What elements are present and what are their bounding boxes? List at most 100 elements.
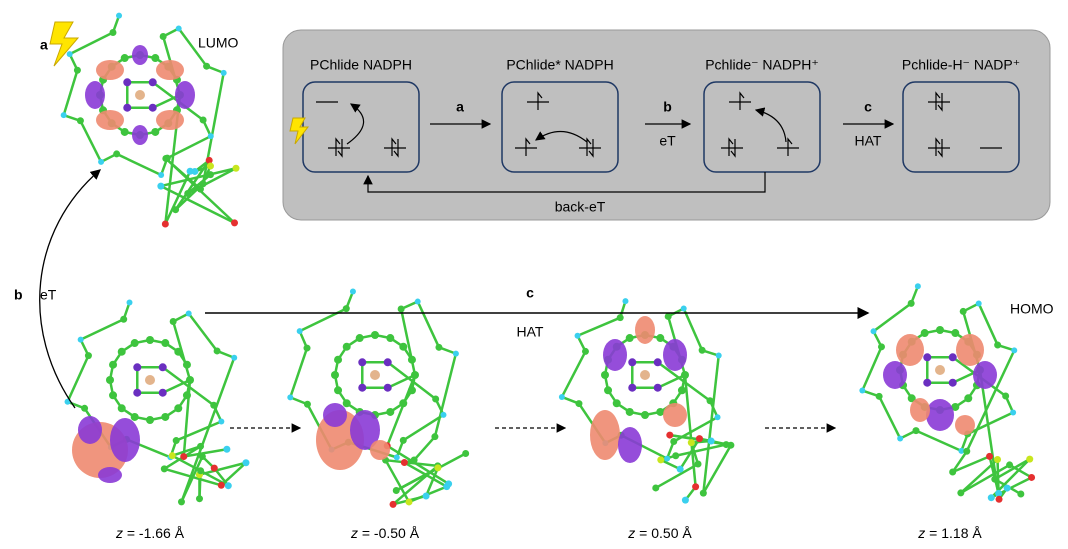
- atom: [334, 386, 342, 394]
- atom: [343, 305, 350, 312]
- atom: [343, 343, 351, 351]
- atom: [225, 482, 232, 489]
- atom: [218, 482, 225, 489]
- z-value: = -1.66 Å: [123, 525, 185, 541]
- atom: [665, 313, 672, 320]
- orbital-lobe: [78, 416, 102, 444]
- atom: [400, 437, 407, 444]
- atom: [431, 433, 438, 440]
- bond: [189, 313, 217, 350]
- orbital-lobe: [663, 339, 687, 371]
- atom: [949, 379, 957, 387]
- orbital-lobe: [883, 361, 907, 389]
- atom: [161, 413, 169, 421]
- atom: [626, 334, 634, 342]
- atom: [708, 438, 715, 445]
- atom: [200, 116, 207, 123]
- atom: [957, 489, 964, 496]
- bond: [435, 354, 456, 437]
- atom: [146, 416, 154, 424]
- atom: [986, 453, 993, 460]
- atom: [297, 328, 303, 334]
- atom: [149, 104, 157, 112]
- bond: [300, 309, 347, 332]
- atom: [434, 464, 441, 471]
- atom: [149, 78, 157, 86]
- atom: [106, 376, 114, 384]
- atom: [951, 329, 959, 337]
- atom: [949, 469, 956, 476]
- atom: [214, 347, 221, 354]
- atom: [172, 206, 179, 213]
- atom: [386, 408, 394, 416]
- atom: [949, 353, 957, 361]
- atom: [356, 334, 364, 342]
- atom: [626, 408, 634, 416]
- bond: [161, 186, 235, 223]
- atom: [109, 29, 116, 36]
- atom: [358, 358, 366, 366]
- atom: [197, 186, 204, 193]
- atom: [871, 328, 877, 334]
- metal-atom: [935, 365, 945, 375]
- bond: [401, 309, 415, 375]
- atom: [678, 386, 686, 394]
- atom: [604, 386, 612, 394]
- atom: [183, 361, 191, 369]
- bond: [658, 375, 685, 388]
- atom: [1011, 347, 1017, 353]
- orbital-lobe: [96, 60, 124, 80]
- atom: [113, 150, 120, 157]
- atom: [559, 394, 565, 400]
- molecule: [559, 298, 735, 504]
- z-label: z = -0.50 Å: [350, 525, 420, 541]
- atom: [445, 480, 452, 487]
- step-label: a: [456, 99, 464, 115]
- atom: [109, 361, 117, 369]
- bond: [290, 348, 307, 397]
- atom: [120, 316, 127, 323]
- hat-step: c: [526, 285, 534, 301]
- lumo-label: LUMO: [198, 35, 239, 51]
- orbital-lobe: [98, 467, 122, 483]
- state-label: PChlide NADPH: [310, 57, 412, 73]
- hat-label: HAT: [517, 324, 544, 340]
- lightning: [50, 22, 78, 66]
- atom: [453, 351, 459, 357]
- molecule: [287, 289, 469, 508]
- atom: [715, 414, 721, 420]
- atom: [133, 389, 141, 397]
- atom: [1004, 485, 1011, 492]
- state-label: Pchlide-H⁻ NADP⁺: [902, 57, 1020, 73]
- atom: [121, 128, 129, 136]
- orbital-lobe: [896, 334, 924, 366]
- atom: [1017, 491, 1024, 498]
- atom: [233, 165, 240, 172]
- atom: [371, 331, 379, 339]
- atom: [174, 404, 182, 412]
- step-label: c: [864, 99, 872, 115]
- orbital-lobe: [156, 60, 184, 80]
- atom: [74, 67, 81, 74]
- atom: [207, 163, 214, 170]
- atom: [162, 155, 169, 162]
- orbital-lobe: [635, 316, 655, 344]
- atom: [1010, 410, 1016, 416]
- atom: [187, 168, 194, 175]
- atom: [221, 70, 227, 76]
- atom: [406, 498, 413, 505]
- atom: [174, 348, 182, 356]
- atom: [203, 63, 210, 70]
- orbital-lobe: [96, 110, 124, 130]
- bond: [117, 154, 161, 175]
- bond: [414, 437, 435, 460]
- atom: [628, 358, 636, 366]
- atom: [654, 384, 662, 392]
- atom: [304, 345, 311, 352]
- step-sublabel: eT: [659, 133, 676, 149]
- atom: [707, 397, 714, 404]
- orbital-lobe: [955, 415, 975, 435]
- orbital-lobe: [132, 45, 148, 65]
- atom: [991, 476, 998, 483]
